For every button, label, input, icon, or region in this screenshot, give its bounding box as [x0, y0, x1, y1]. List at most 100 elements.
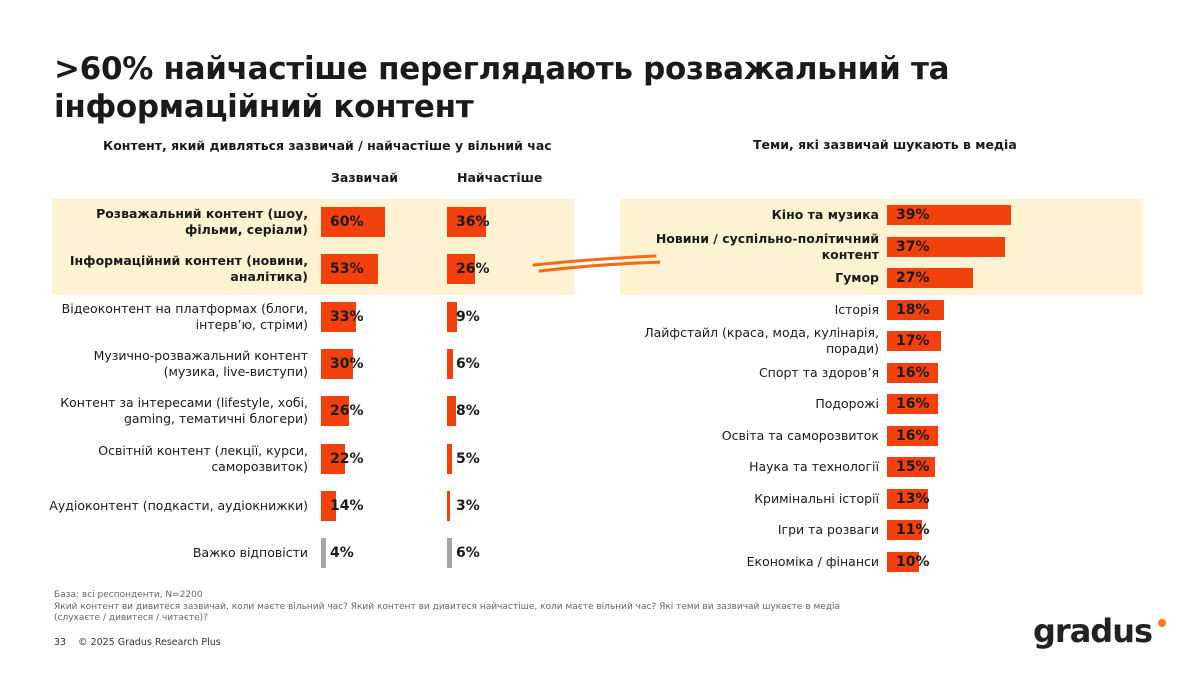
topic-label-line: Подорожі [815, 396, 879, 411]
bar-usually [321, 301, 357, 332]
category-label: Інформаційний контент (новини, аналітика) [38, 253, 308, 285]
value-label-usually: 30% [330, 355, 364, 372]
topic-value-label: 37% [896, 238, 930, 255]
bar-usually [321, 254, 378, 285]
category-label-line: Відеоконтент на платформах (блоги, [61, 300, 308, 316]
bar-most-often [447, 396, 456, 427]
topic-bar [887, 394, 938, 414]
topic-bar [887, 236, 1005, 257]
category-label-line: Освітній контент (лекції, курси, [98, 442, 308, 458]
right-chart-title: Теми, які зазвичай шукають в медіа [753, 137, 1017, 152]
right-chart-row: Освіта та саморозвиток 16% [600, 420, 1160, 452]
category-label: Аудіоконтент (подкасти, аудіокнижки) [38, 498, 308, 514]
left-chart-title: Контент, який дивляться зазвичай / найча… [103, 138, 552, 153]
left-chart-row: Освітній контент (лекції, курси, саморозв… [0, 435, 580, 483]
value-label-most-often: 36% [456, 214, 490, 230]
left-chart-row: Музично-розважальний контент (музика, liv… [0, 340, 580, 388]
topic-label-line: Ігри та розваги [777, 522, 879, 537]
bar-most-often [447, 538, 452, 569]
bar-most-often [447, 348, 454, 379]
value-label-usually: 14% [330, 497, 364, 514]
topic-label: Гумор [609, 270, 879, 286]
connector-swoosh-icon [532, 254, 660, 273]
topic-label-line: Економіка / фінанси [746, 553, 879, 569]
bar-most-often [447, 301, 457, 332]
page-number: 33 [54, 637, 67, 648]
topic-value-label: 16% [896, 396, 930, 412]
topic-value-label: 11% [896, 522, 930, 538]
topic-label-line: Кримінальні історії [754, 490, 879, 506]
right-chart-row: Новини / суспільно-політичний контент 37% [600, 231, 1160, 263]
category-label: Музично-розважальний контент (музика, liv… [38, 348, 308, 380]
column-header-usually: Зазвичай [331, 170, 399, 185]
logo-dot-icon [1158, 619, 1166, 627]
category-label-line: аналітика) [230, 269, 308, 285]
topic-label-line: Лайфстайл (краса, мода, кулінарія, [644, 325, 879, 340]
bar-most-often [447, 443, 453, 474]
value-label-most-often: 5% [456, 450, 480, 467]
topic-bar [887, 520, 922, 540]
category-label-line: (музика, live-виступи) [163, 363, 308, 379]
topic-value-label: 39% [896, 207, 930, 223]
topic-label-line: Спорт та здоров’я [758, 364, 879, 380]
right-highlight-panel [620, 199, 1143, 295]
topic-value-label: 18% [896, 301, 930, 318]
bar-usually [321, 443, 345, 474]
category-label: Контент за інтересами (lifestyle, хобі, g… [38, 395, 308, 427]
topic-bar [887, 299, 945, 320]
left-highlight-panel [52, 199, 574, 295]
right-chart-row: Гумор 27% [600, 262, 1160, 294]
category-label: Важко відповісти [38, 545, 308, 561]
bar-usually [321, 396, 349, 427]
left-chart-row: Важко відповісти 4% 6% [0, 529, 580, 577]
gradus-logo: gradus [1033, 612, 1153, 650]
left-chart-row: Відеоконтент на платформах (блоги, інтерв… [0, 293, 580, 341]
value-label-usually: 22% [330, 450, 364, 467]
topic-label-line: Кіно та музика [771, 207, 879, 222]
topic-label: Новини / суспільно-політичний контент [609, 231, 879, 263]
category-label-line: Важко відповісти [192, 545, 308, 561]
topic-label-line: Історія [834, 301, 879, 317]
topic-bar [887, 362, 938, 383]
value-label-usually: 53% [330, 261, 364, 278]
left-chart-row: Аудіоконтент (подкасти, аудіокнижки) 14% 3… [0, 482, 580, 530]
topic-label: Ігри та розваги [609, 522, 879, 538]
topic-bar [887, 331, 942, 351]
value-label-most-often: 6% [456, 545, 480, 562]
right-chart-row: Економіка / фінанси 10% [600, 546, 1160, 578]
topic-value-label: 17% [896, 333, 930, 349]
topic-bar [887, 457, 935, 477]
category-label-line: Інформаційний контент (новини, [69, 253, 308, 269]
value-label-usually: 33% [330, 308, 364, 325]
value-label-usually: 26% [330, 403, 364, 420]
bar-most-often [447, 490, 451, 521]
value-label-most-often: 26% [456, 261, 490, 278]
topic-value-label: 10% [896, 553, 930, 570]
bar-usually [321, 538, 326, 569]
topic-label-line: поради) [825, 341, 879, 356]
category-label-line: саморозвиток) [211, 458, 308, 474]
topic-label-line: Наука та технології [749, 459, 879, 474]
value-label-most-often: 8% [456, 403, 480, 420]
topic-bar [887, 268, 973, 288]
category-label: Розважальний контент (шоу, фільми, серіал… [38, 206, 308, 238]
topic-label: Кіно та музика [609, 207, 879, 223]
topic-label: Подорожі [609, 396, 879, 412]
topic-label: Економіка / фінанси [609, 554, 879, 570]
value-label-usually: 4% [330, 545, 354, 562]
bar-usually [321, 490, 336, 521]
topic-label: Освіта та саморозвиток [609, 428, 879, 444]
topic-label-line: Гумор [835, 270, 879, 285]
right-chart-row: Кіно та музика 39% [600, 199, 1160, 231]
topic-bar [887, 488, 929, 509]
topic-value-label: 27% [896, 270, 930, 286]
topic-label: Наука та технології [609, 459, 879, 475]
category-label-line: gaming, тематичні блогери) [123, 411, 308, 427]
topic-value-label: 15% [896, 459, 930, 475]
value-label-most-often: 9% [456, 308, 480, 325]
topic-label-line: Освіта та саморозвиток [721, 427, 879, 443]
topic-value-label: 16% [896, 427, 930, 444]
topic-bar [887, 425, 938, 446]
topic-label: Лайфстайл (краса, мода, кулінарія, поради… [609, 325, 879, 357]
category-label-line: Аудіоконтент (подкасти, аудіокнижки) [49, 497, 308, 513]
